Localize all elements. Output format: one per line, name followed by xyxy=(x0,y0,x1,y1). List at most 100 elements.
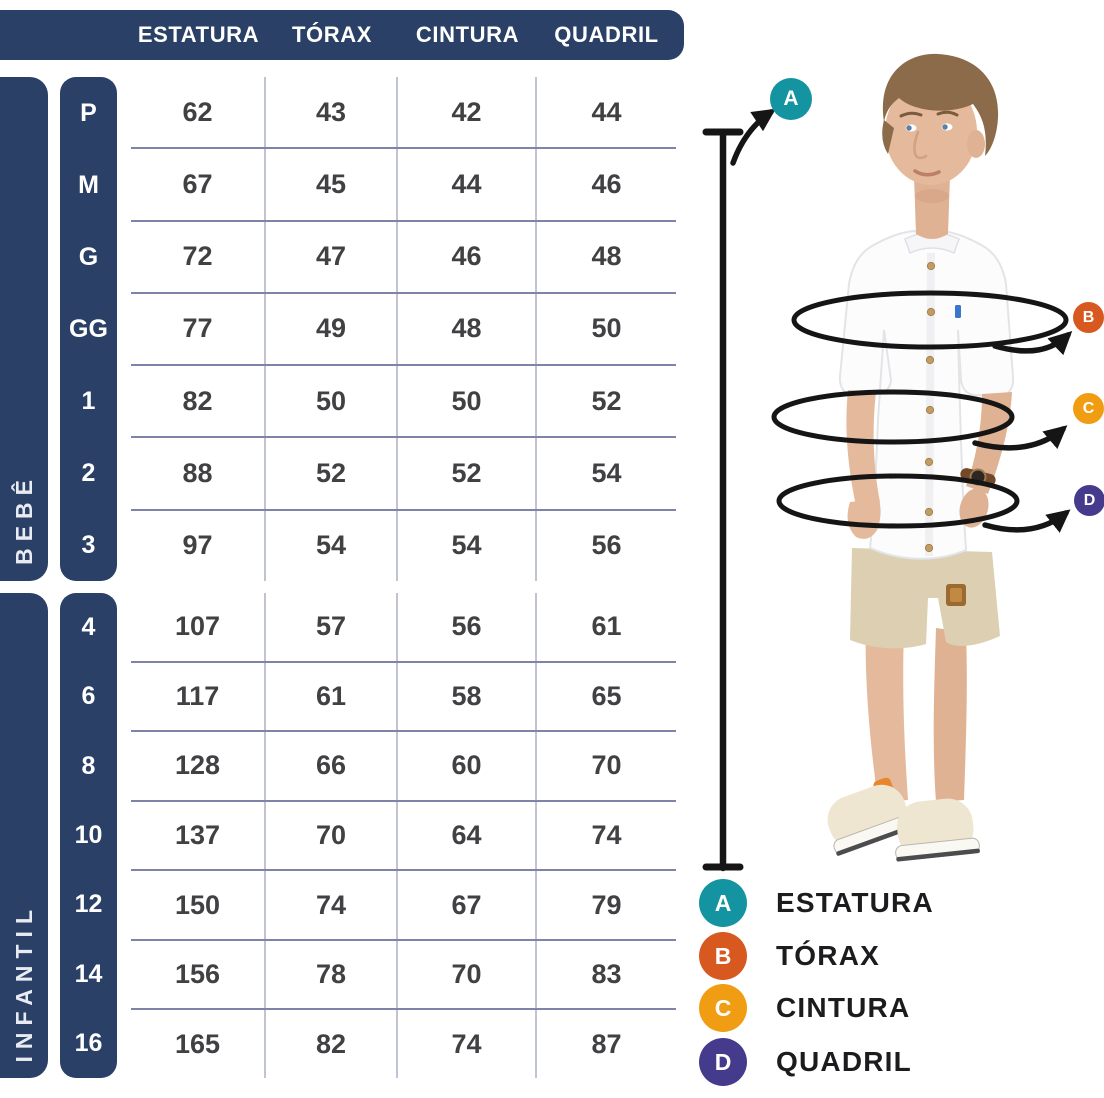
size-label: 4 xyxy=(81,613,96,642)
measurement-cell: 56 xyxy=(398,593,537,661)
group-label-bebe: BEBÊ xyxy=(10,473,37,565)
legend-label-quadril: QUADRIL xyxy=(776,1046,912,1077)
size-label: 16 xyxy=(74,1028,103,1057)
table-row: 72 47 46 48 xyxy=(131,221,676,294)
legend-item-cintura: C CINTURA xyxy=(699,984,910,1032)
marker-a-estatura: A xyxy=(770,78,812,120)
table-row: 150 74 67 79 xyxy=(131,871,676,941)
quadril-arrow xyxy=(982,509,1071,533)
measurement-cell: 48 xyxy=(398,293,537,365)
legend-dot-d: D xyxy=(699,1038,747,1086)
measurement-cell: 52 xyxy=(398,438,537,509)
size-label: P xyxy=(80,98,97,127)
face xyxy=(885,79,977,185)
legend-label-estatura: ESTATURA xyxy=(776,887,934,918)
boy-figure-illustration xyxy=(827,53,1015,862)
hip-measure-ellipse xyxy=(776,473,1020,529)
measurement-cell: 42 xyxy=(398,77,537,148)
legend-label-torax: TÓRAX xyxy=(776,940,880,971)
measurement-cell: 52 xyxy=(266,438,398,509)
measurement-cell: 61 xyxy=(266,662,398,731)
table-row: 128 66 60 70 xyxy=(131,732,676,802)
measurement-cell: 70 xyxy=(591,750,622,781)
measurement-cell: 47 xyxy=(266,221,398,292)
legend-dot-c: C xyxy=(699,984,747,1032)
legend-item-estatura: A ESTATURA xyxy=(699,879,934,927)
table-row: 97 54 54 56 xyxy=(131,510,676,581)
measurement-cell: 67 xyxy=(398,871,537,939)
measurement-cell: 70 xyxy=(398,940,537,1009)
measurement-cell: 107 xyxy=(131,593,266,661)
measurement-cell: 44 xyxy=(591,96,622,127)
measurement-cell: 67 xyxy=(131,149,266,220)
measurement-cell: 74 xyxy=(591,820,622,851)
measurement-cell: 72 xyxy=(131,221,266,292)
size-label: 3 xyxy=(81,530,96,559)
size-column-bebe: P M G GG 1 2 3 xyxy=(60,77,117,581)
size-label: 12 xyxy=(74,890,103,919)
measurement-cell: 58 xyxy=(398,662,537,731)
measurement-cell: 54 xyxy=(398,510,537,581)
measurement-cell: 74 xyxy=(398,1010,537,1079)
size-label: 8 xyxy=(81,751,96,780)
measurement-cell: 64 xyxy=(398,801,537,870)
measurement-cell: 150 xyxy=(131,871,266,939)
marker-d-quadril: D xyxy=(1074,485,1104,516)
torax-arrow xyxy=(992,331,1073,356)
measurement-cell: 45 xyxy=(266,149,398,220)
measurement-cell: 52 xyxy=(591,385,622,416)
measurement-cell: 70 xyxy=(266,801,398,870)
measurement-cell: 46 xyxy=(398,221,537,292)
size-label: 6 xyxy=(81,682,96,711)
measurement-cell: 46 xyxy=(591,168,622,199)
measurement-cell: 97 xyxy=(131,510,266,581)
estatura-arrow xyxy=(730,108,776,166)
measurement-cell: 82 xyxy=(266,1010,398,1079)
measurement-cell: 48 xyxy=(591,241,622,272)
measurement-cell: 78 xyxy=(266,940,398,1009)
size-label: G xyxy=(78,242,99,271)
size-label: GG xyxy=(69,314,108,343)
column-header-estatura: ESTATURA xyxy=(137,22,260,47)
measurement-cell: 54 xyxy=(266,510,398,581)
measurement-cell: 49 xyxy=(266,293,398,365)
cintura-arrow xyxy=(972,425,1068,451)
measurement-cell: 43 xyxy=(266,77,398,148)
hair xyxy=(882,53,999,156)
wrist-watch xyxy=(960,468,996,486)
table-row: 107 57 56 61 xyxy=(131,593,676,663)
measurement-cell: 44 xyxy=(398,149,537,220)
measurement-cell: 50 xyxy=(398,366,537,437)
table-row: 62 43 42 44 xyxy=(131,77,676,150)
group-label-infantil: INFANTIL xyxy=(10,902,37,1063)
measurement-cell: 156 xyxy=(131,940,266,1009)
column-header-torax: TÓRAX xyxy=(292,22,372,47)
legend-item-torax: B TÓRAX xyxy=(699,932,880,980)
column-header-quadril: QUADRIL xyxy=(554,22,659,47)
measurement-cell: 165 xyxy=(131,1010,266,1079)
table-row: 77 49 48 50 xyxy=(131,293,676,367)
table-row: 117 61 58 65 xyxy=(131,662,676,733)
table-row: 156 78 70 83 xyxy=(131,940,676,1011)
table-row: 88 52 52 54 xyxy=(131,438,676,511)
measurement-cell: 56 xyxy=(591,530,622,561)
legend-dot-b: B xyxy=(699,932,747,980)
shirt-logo xyxy=(955,305,961,318)
measurement-cell: 128 xyxy=(131,732,266,800)
measurement-cell: 65 xyxy=(591,680,622,711)
measurement-cell: 83 xyxy=(591,959,622,990)
measurement-table-bebe: 62 43 42 44 67 45 44 46 72 47 46 48 77 49 48 50 82 50 50 52… xyxy=(131,77,676,581)
measurement-cell: 74 xyxy=(266,871,398,939)
size-label: M xyxy=(78,170,99,199)
column-header-cintura: CINTURA xyxy=(415,22,520,47)
chest-measure-ellipse xyxy=(791,290,1069,350)
shorts xyxy=(850,548,1000,649)
group-bar-infantil: INFANTIL xyxy=(0,593,48,1078)
group-bar-bebe: BEBÊ xyxy=(0,77,48,581)
measurement-cell: 66 xyxy=(266,732,398,800)
measurement-cell: 50 xyxy=(591,313,622,344)
waist-measure-ellipse xyxy=(771,389,1015,445)
measurement-cell: 62 xyxy=(131,77,266,148)
measurement-cell: 82 xyxy=(131,366,266,437)
measurement-cell: 77 xyxy=(131,293,266,365)
